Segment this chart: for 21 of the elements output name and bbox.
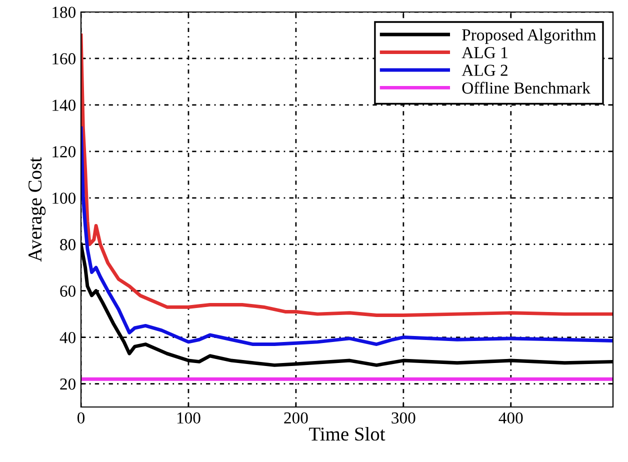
legend-label: ALG 1 <box>462 47 508 58</box>
x-axis-title: Time Slot <box>309 426 386 441</box>
y-tick-label: 100 <box>52 192 76 204</box>
legend-label: ALG 2 <box>462 64 508 76</box>
x-tick-label: 300 <box>392 412 416 424</box>
legend-label: Proposed Algorithm <box>462 28 596 44</box>
y-tick-label: 80 <box>60 239 76 250</box>
y-tick-label: 140 <box>52 100 76 111</box>
y-tick-label: 180 <box>52 6 76 18</box>
y-axis-title: Average Cost <box>28 157 46 262</box>
y-tick-label: 60 <box>60 286 76 297</box>
y-tick-label: 120 <box>52 146 76 158</box>
y-tick-label: 160 <box>52 53 76 64</box>
x-tick-label: 100 <box>177 412 200 424</box>
legend-label: Offline Benchmark <box>462 82 590 94</box>
x-tick-label: 400 <box>498 412 523 424</box>
y-tick-label: 40 <box>60 332 76 344</box>
x-tick-label: 0 <box>77 412 85 424</box>
x-tick-label: 200 <box>284 412 308 424</box>
line-series <box>81 126 613 346</box>
y-tick-label: 20 <box>60 378 76 390</box>
